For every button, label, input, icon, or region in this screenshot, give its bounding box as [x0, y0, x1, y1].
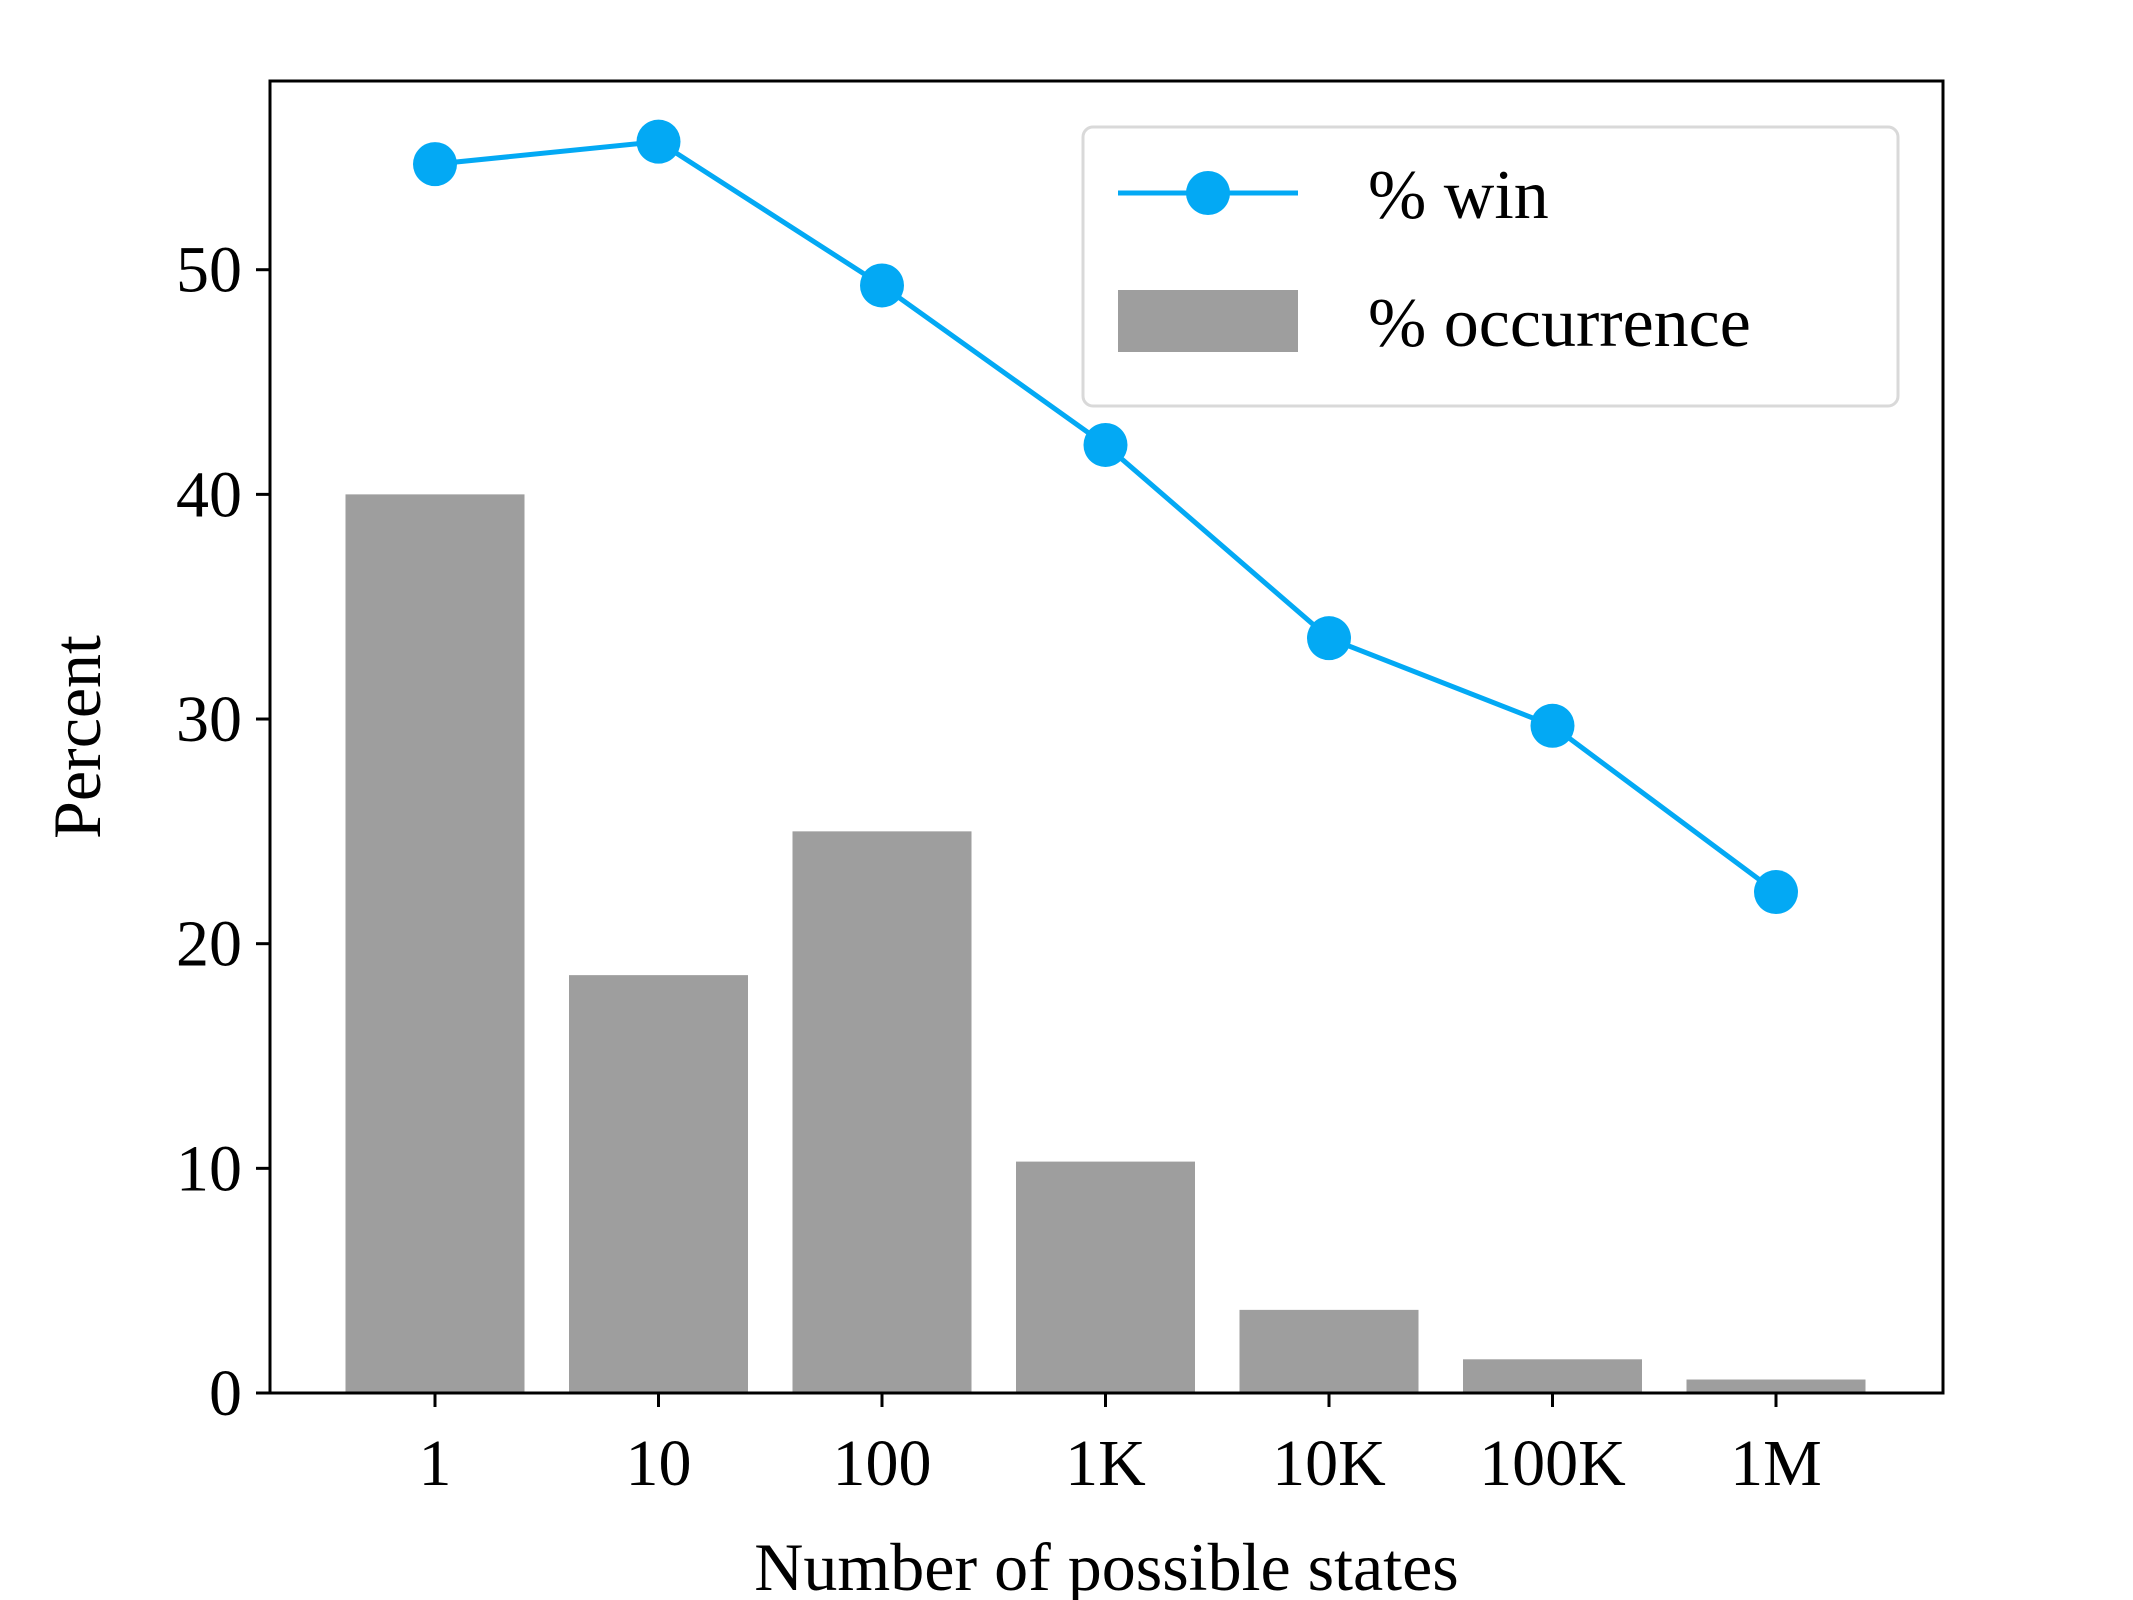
y-tick-label-50: 50 [176, 234, 242, 307]
y-tick-label-0: 0 [209, 1357, 242, 1430]
y-tick-label-10: 10 [176, 1132, 242, 1205]
x-tick-label-100: 100 [833, 1427, 932, 1500]
x-axis-label: Number of possible states [754, 1529, 1458, 1600]
x-tick-label-10: 10 [626, 1427, 692, 1500]
win-point-10K [1307, 616, 1351, 661]
y-tick-label-30: 30 [176, 683, 242, 756]
y-tick-label-20: 20 [176, 908, 242, 981]
win-point-100K [1530, 703, 1575, 748]
legend: % win % occurrence [1081, 125, 1900, 408]
bar-1M [1686, 1379, 1866, 1393]
bar-1K [1016, 1161, 1195, 1393]
y-axis-label: Percent [39, 635, 115, 839]
x-tick-label-100K: 100K [1479, 1427, 1626, 1500]
legend-win-label: % win [1368, 157, 1549, 234]
win-point-1 [413, 142, 457, 187]
bar-10 [569, 975, 748, 1393]
legend-occurrence-label: % occurrence [1368, 285, 1751, 362]
win-point-1K [1083, 422, 1128, 467]
ticks-layer: 1 10 100 1K 10K 100K 1M 0 10 20 30 40 50 [176, 234, 1822, 1500]
bar-100K [1463, 1359, 1642, 1393]
bars-layer [345, 494, 1866, 1393]
legend-occurrence-swatch [1118, 290, 1298, 352]
win-line-layer [413, 119, 1798, 915]
win-point-10 [636, 119, 681, 164]
bar-10K [1239, 1309, 1419, 1393]
bar-100 [792, 831, 972, 1393]
win-point-1M [1754, 870, 1798, 915]
x-tick-label-10K: 10K [1272, 1427, 1386, 1500]
legend-win-marker-swatch [1186, 171, 1230, 215]
y-tick-label-40: 40 [176, 458, 242, 531]
x-tick-label-1K: 1K [1065, 1427, 1146, 1500]
x-tick-label-1M: 1M [1730, 1427, 1822, 1500]
bar-1 [345, 494, 525, 1393]
win-point-100 [860, 263, 904, 308]
x-tick-label-1: 1 [419, 1427, 452, 1500]
